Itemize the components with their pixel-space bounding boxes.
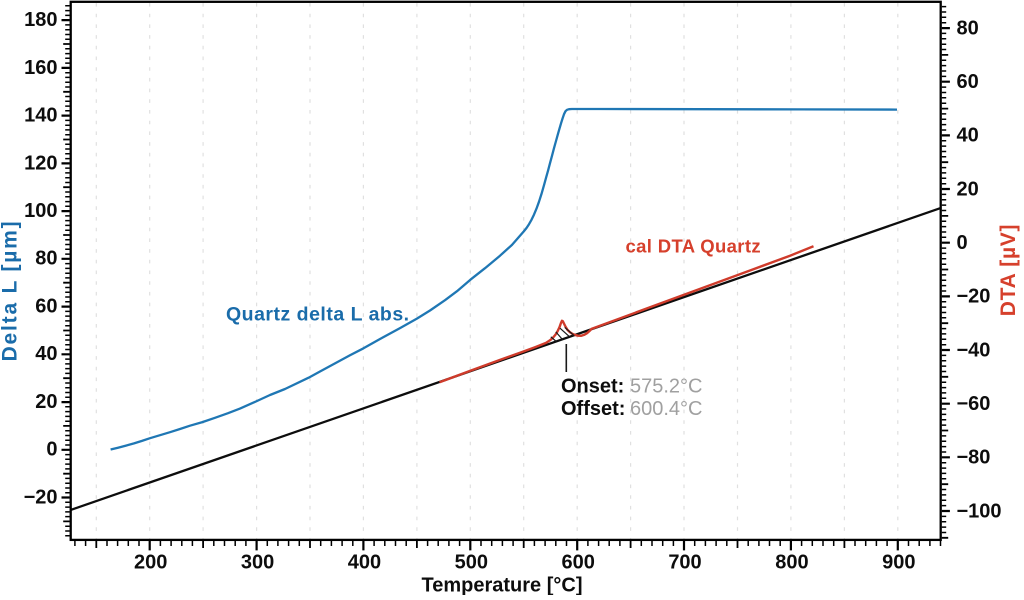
svg-text:800: 800 [775, 552, 808, 574]
svg-text:40: 40 [35, 343, 57, 365]
svg-text:40: 40 [957, 125, 979, 147]
svg-text:Delta L [µm]: Delta L [µm] [0, 220, 22, 362]
svg-text:20: 20 [35, 391, 57, 413]
svg-text:600.4°C: 600.4°C [630, 398, 703, 420]
svg-text:120: 120 [24, 152, 57, 174]
svg-text:Offset:: Offset: [561, 398, 625, 420]
svg-text:DTA [µV]: DTA [µV] [997, 224, 1020, 316]
svg-text:Onset:: Onset: [561, 376, 624, 398]
svg-text:−100: −100 [957, 500, 1002, 522]
svg-text:575.2°C: 575.2°C [630, 376, 703, 398]
svg-text:60: 60 [35, 296, 57, 318]
svg-text:cal DTA Quartz: cal DTA Quartz [626, 235, 761, 256]
svg-text:Temperature [°C]: Temperature [°C] [422, 575, 583, 596]
svg-text:100: 100 [24, 200, 57, 222]
svg-text:300: 300 [241, 552, 274, 574]
svg-text:400: 400 [348, 552, 381, 574]
svg-text:0: 0 [957, 232, 968, 254]
svg-text:20: 20 [957, 178, 979, 200]
svg-text:0: 0 [46, 439, 57, 461]
svg-text:160: 160 [24, 57, 57, 79]
svg-text:−60: −60 [957, 393, 991, 415]
svg-text:−80: −80 [957, 447, 991, 469]
svg-text:140: 140 [24, 105, 57, 127]
svg-text:180: 180 [24, 9, 57, 31]
svg-text:600: 600 [562, 552, 595, 574]
svg-text:Quartz delta L abs.: Quartz delta L abs. [226, 304, 410, 326]
svg-text:−20: −20 [957, 286, 991, 308]
svg-text:900: 900 [882, 552, 915, 574]
svg-text:−20: −20 [24, 486, 58, 508]
svg-text:700: 700 [668, 552, 701, 574]
svg-text:500: 500 [455, 552, 488, 574]
svg-text:200: 200 [134, 552, 167, 574]
svg-text:80: 80 [957, 17, 979, 39]
svg-text:−40: −40 [957, 339, 991, 361]
svg-text:60: 60 [957, 71, 979, 93]
svg-text:80: 80 [35, 248, 57, 270]
